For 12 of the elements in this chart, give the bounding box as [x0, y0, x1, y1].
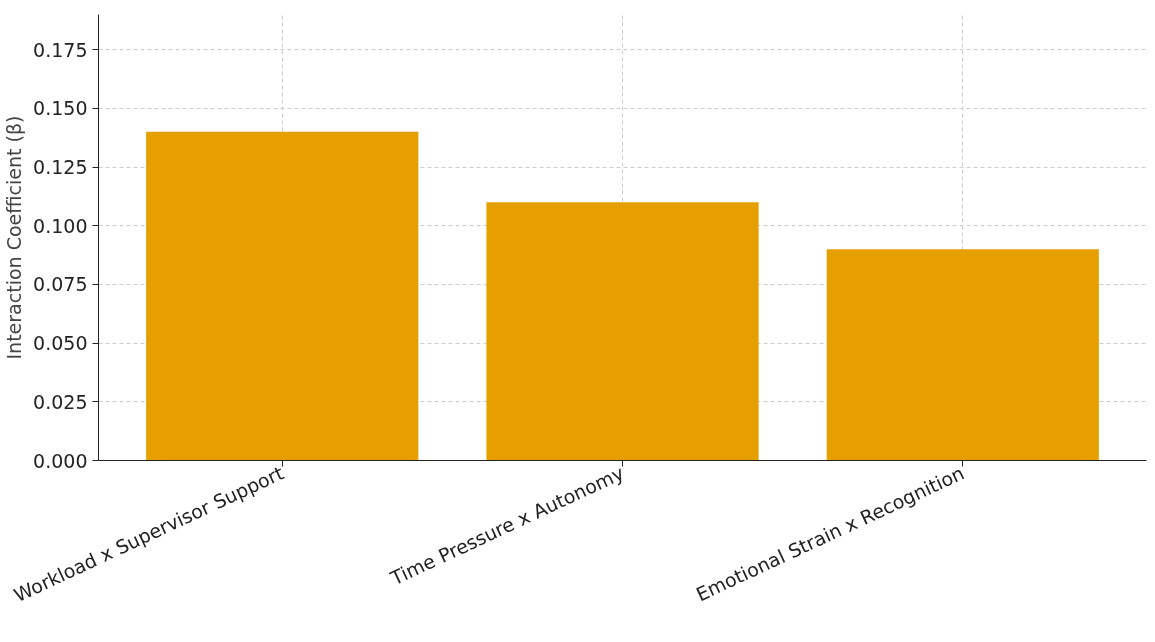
bar — [486, 202, 759, 461]
bar — [146, 131, 419, 461]
y-tick-label: 0.100 — [33, 214, 88, 237]
y-tick-label: 0.050 — [33, 332, 88, 355]
y-tick-label: 0.150 — [33, 97, 88, 120]
y-axis-title: Interaction Coefficient (β) — [3, 115, 26, 360]
bar — [826, 249, 1099, 461]
y-tick-label: 0.025 — [33, 390, 88, 413]
y-tick-label: 0.125 — [33, 156, 88, 179]
y-tick-label: 0.175 — [33, 38, 88, 61]
y-tick-label: 0.000 — [33, 449, 88, 472]
y-tick-label: 0.075 — [33, 273, 88, 296]
